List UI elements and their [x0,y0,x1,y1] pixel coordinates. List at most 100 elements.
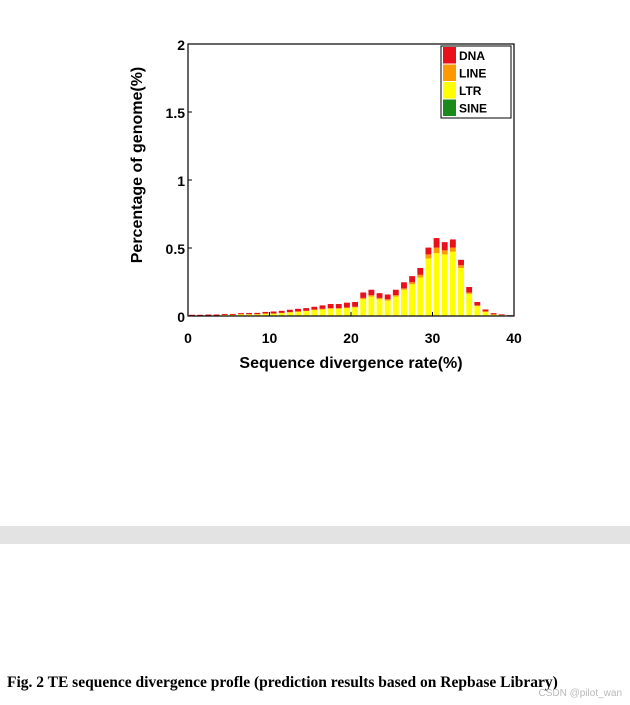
bar-segment-ltr [311,310,318,316]
x-tick-label: 20 [343,330,359,346]
bar-segment-ltr [360,299,367,316]
bar-segment-line [360,297,367,300]
bar-segment-ltr [335,308,342,316]
bar-segment-ltr [490,314,497,316]
bar-segment-ltr [449,251,456,316]
bar-segment-ltr [343,308,350,316]
bar-segment-ltr [384,300,391,316]
bar-segment-dna [433,238,440,248]
bar-segment-ltr [433,253,440,316]
bar-segment-dna [213,314,220,316]
bar-segment-ltr [327,308,334,316]
bar-segment-line [319,308,326,310]
bar-segment-dna [303,308,310,311]
legend-swatch-line [443,64,456,81]
bar-segment-dna [425,247,432,255]
bar-segment-dna [311,306,318,310]
bar-segment-dna [270,311,277,314]
bar-segment-ltr [466,293,473,316]
bar-segment-dna [368,289,375,296]
y-tick-label: 1 [177,173,185,189]
bar-segment-dna [286,309,293,313]
bar-segment-dna [498,314,505,316]
bar-segment-line [392,295,399,297]
bar-segment-ltr [295,311,301,316]
bar-segment-ltr [392,296,399,316]
bar-segment-dna [229,313,236,315]
legend: DNA LINE LTR SINE [440,45,512,119]
bar-segment-dna [417,267,424,275]
bar-segment-line [343,307,350,309]
bar-segment-dna [401,282,407,289]
bar-segment-line [368,295,375,297]
bar-segment-dna [482,309,489,312]
bar-segment-ltr [303,310,310,316]
bar-segment-line [327,308,334,309]
y-tick-label: 2 [177,37,185,53]
bar-segment-dna [360,292,367,298]
bar-segment-dna [205,314,212,316]
bar-segment-line [449,247,456,252]
y-axis-label: Percentage of genome(%) [129,67,146,263]
stacked-bar-chart: 0 0.5 1 1.5 2 0 10 20 30 40 Sequence divergence … [129,37,522,372]
bar-segment-ltr [401,289,407,316]
bar-segment-line [409,282,416,285]
bar-segment-dna [278,310,285,313]
bar-segment-ltr [368,296,375,316]
bar-segment-line [352,306,359,308]
bar-segment-ltr [474,306,481,316]
bar-segment-ltr [221,314,228,316]
bar-segment-ltr [409,284,416,316]
section-divider [0,526,630,544]
bar-segment-dna [376,293,383,298]
bar-segment-dna [246,313,253,315]
bar-segment-dna [221,313,228,315]
bar-segment-dna [458,259,464,266]
legend-swatch-sine [443,99,456,116]
bar-segment-ltr [238,314,244,316]
y-tick-label: 1.5 [166,105,186,121]
bar-segment-line [417,274,424,278]
bar-segment-dna [189,314,196,316]
bar-segment-ltr [319,309,326,316]
bar-segment-ltr [482,311,489,316]
bar-segment-ltr [376,299,383,316]
bar-segment-dna [449,239,456,248]
x-tick-label: 0 [184,330,192,346]
x-tick-label: 10 [262,330,278,346]
bar-segment-line [458,265,464,268]
bar-segment-ltr [254,314,261,316]
legend-label-dna: DNA [459,49,485,63]
bar-segment-ltr [286,312,293,316]
bar-segment-ltr [417,277,424,316]
bar-segment-dna [197,314,204,316]
bar-segment-line [376,297,383,300]
bars-layer [189,238,513,317]
bar-segment-line [425,254,432,259]
legend-label-sine: SINE [459,102,487,116]
bar-segment-dna [262,311,269,314]
bar-segment-ltr [262,313,269,316]
bar-segment-dna [392,289,399,296]
legend-swatch-ltr [443,82,456,99]
legend-swatch-dna [443,47,456,64]
bar-segment-dna [409,276,416,283]
bar-segment-dna [238,313,244,315]
figure-caption: Fig. 2 TE sequence divergence profle (pr… [7,674,558,691]
bar-segment-dna [254,312,261,315]
bar-segment-dna [466,287,473,293]
bar-segment-dna [295,308,301,312]
bar-segment-ltr [229,314,236,316]
bar-segment-dna [319,305,326,309]
bar-segment-dna [327,304,334,309]
bar-segment-line [474,305,481,307]
y-axis: 0 0.5 1 1.5 2 [166,37,192,325]
bar-segment-dna [335,304,342,309]
bar-segment-dna [384,294,391,300]
bar-segment-line [335,308,342,309]
bar-segment-dna [490,313,497,315]
legend-label-line: LINE [459,67,486,81]
bar-segment-dna [352,301,359,307]
bar-segment-dna [343,302,350,308]
x-axis: 0 10 20 30 40 [184,312,522,346]
